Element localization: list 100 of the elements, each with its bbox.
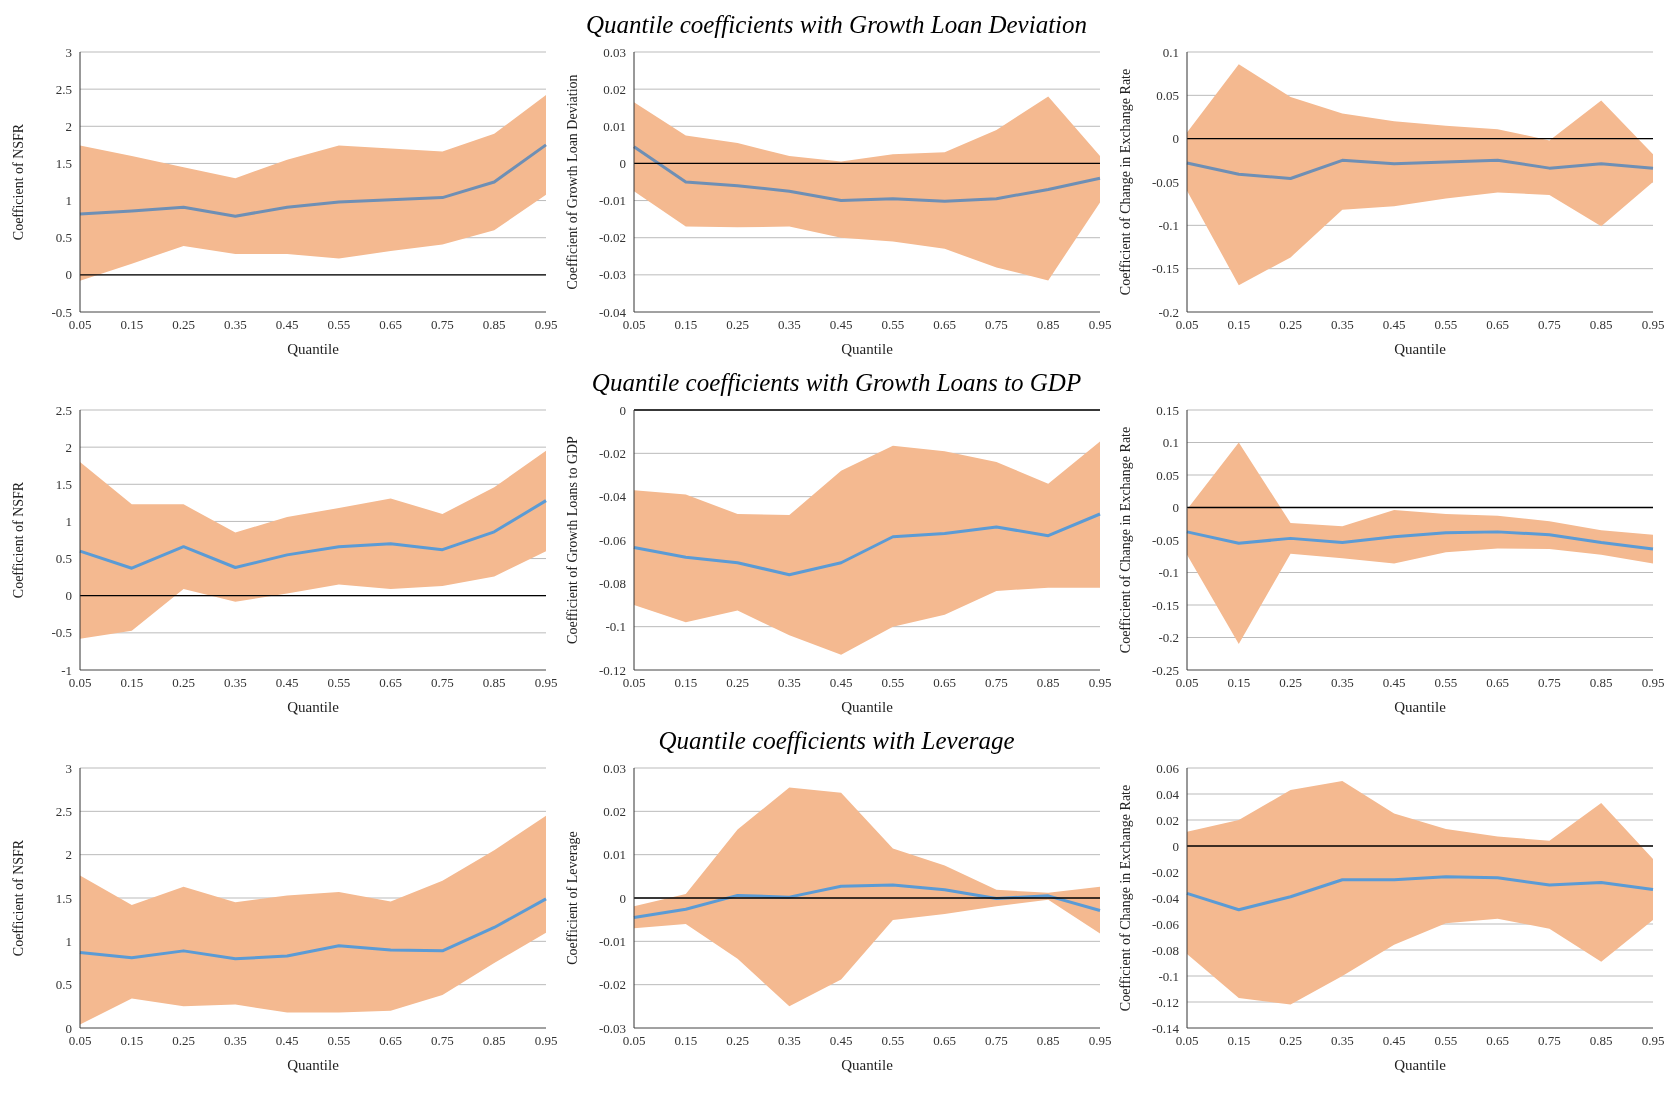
line-series <box>78 499 548 570</box>
line-series <box>1185 530 1655 551</box>
y-tick-label: -0.01 <box>598 193 626 209</box>
x-tick-label: 0.75 <box>1538 675 1561 691</box>
y-tick-label: -0.06 <box>598 532 626 548</box>
x-tick-label: 0.15 <box>1227 1033 1251 1049</box>
y-tick-label: -0.02 <box>598 230 626 246</box>
x-tick-label: 0.95 <box>1088 317 1111 333</box>
y-tick-label: -0.05 <box>1151 174 1179 190</box>
y-tick-label: 0.1 <box>1162 435 1179 451</box>
y-axis-title: Coefficient of Change in Exchange Rate <box>1117 68 1133 296</box>
y-tick-label: 1 <box>65 193 72 209</box>
y-tick-label: -0.06 <box>1151 916 1180 932</box>
y-tick-label: -0.1 <box>1158 217 1179 233</box>
y-tick-label: -0.14 <box>1151 1020 1180 1036</box>
x-tick-label: 0.35 <box>777 675 801 691</box>
x-tick-label: 0.25 <box>725 1033 749 1049</box>
x-tick-label: 0.65 <box>932 317 956 333</box>
y-tick-label: 3 <box>65 760 72 776</box>
x-tick-label: 0.15 <box>1227 317 1251 333</box>
x-tick-label: 0.75 <box>431 675 454 691</box>
x-tick-label: 0.65 <box>379 317 403 333</box>
line-series <box>1185 158 1655 181</box>
x-tick-label: 0.35 <box>777 1033 801 1049</box>
y-tick-label: -0.1 <box>1158 565 1179 581</box>
y-tick-label: 3 <box>65 44 72 60</box>
y-tick-label: 1.5 <box>55 156 72 172</box>
x-tick-label: 0.15 <box>673 675 697 691</box>
y-tick-label: -0.15 <box>1151 597 1179 613</box>
y-tick-label: 2 <box>65 847 72 863</box>
x-tick-label: 0.95 <box>534 675 558 691</box>
y-tick-label: -0.03 <box>598 1020 626 1036</box>
x-tick-label: 0.85 <box>1589 1033 1613 1049</box>
y-tick-label: -0.02 <box>598 445 626 461</box>
x-axis-title: Quantile <box>287 341 340 357</box>
chart-title: Quantile coefficients with Growth Loans to GDP <box>591 369 1082 396</box>
x-axis-title: Quantile <box>1394 341 1447 357</box>
y-tick-label: -0.2 <box>1158 630 1179 646</box>
x-tick-label: 0.35 <box>1330 675 1354 691</box>
x-tick-label: 0.45 <box>275 1033 299 1049</box>
y-tick-label: -0.02 <box>1151 864 1179 880</box>
line-series <box>78 897 548 961</box>
x-tick-label: 0.95 <box>534 1033 558 1049</box>
y-axis-title: Coefficient of Growth Loans to GDP <box>564 435 580 644</box>
x-tick-label: 0.85 <box>1036 675 1060 691</box>
y-tick-label: 0.02 <box>602 81 626 97</box>
y-tick-label: -0.03 <box>598 267 626 283</box>
x-axis-title: Quantile <box>287 1057 340 1073</box>
x-tick-label: 0.95 <box>1641 675 1665 691</box>
x-tick-label: 0.25 <box>725 317 749 333</box>
y-tick-label: -0.04 <box>598 304 626 320</box>
x-tick-label: 0.25 <box>172 317 195 333</box>
y-tick-label: -0.04 <box>598 489 626 505</box>
y-tick-label: 1 <box>65 933 72 949</box>
x-tick-label: 0.55 <box>881 317 904 333</box>
y-tick-label: 1.5 <box>55 890 72 906</box>
y-tick-label: -0.12 <box>1151 994 1179 1010</box>
x-tick-label: 0.35 <box>1330 1033 1354 1049</box>
x-tick-label: 0.95 <box>1641 317 1665 333</box>
y-tick-label: 2 <box>65 118 72 134</box>
y-tick-label: -0.08 <box>1151 942 1179 958</box>
x-tick-label: 0.85 <box>1589 675 1613 691</box>
x-tick-label: 0.85 <box>1036 317 1060 333</box>
x-tick-label: 0.75 <box>1538 1033 1561 1049</box>
y-tick-label: 0 <box>619 402 626 418</box>
x-tick-label: 0.15 <box>673 317 697 333</box>
x-tick-label: 0.15 <box>120 1033 144 1049</box>
y-tick-label: 2.5 <box>55 402 72 418</box>
x-tick-label: 0.65 <box>1486 317 1510 333</box>
x-tick-label: 0.65 <box>1486 1033 1510 1049</box>
y-tick-label: 0 <box>1172 838 1179 854</box>
x-axis-title: Quantile <box>840 1057 893 1073</box>
y-tick-label: 2.5 <box>55 803 72 819</box>
x-tick-label: 0.55 <box>881 675 904 691</box>
x-tick-label: 0.55 <box>327 1033 351 1049</box>
y-tick-label: 0.1 <box>1162 44 1179 60</box>
x-tick-label: 0.35 <box>223 1033 247 1049</box>
x-tick-label: 0.35 <box>223 675 247 691</box>
x-axis-title: Quantile <box>840 699 893 715</box>
x-tick-label: 0.45 <box>829 317 852 333</box>
y-axis-title: Coefficient of Change in Exchange Rate <box>1117 426 1133 654</box>
x-tick-label: 0.25 <box>1279 1033 1302 1049</box>
y-tick-label: 0.01 <box>602 118 626 134</box>
y-tick-label: -0.04 <box>1151 890 1180 906</box>
y-tick-label: 2.5 <box>55 81 72 97</box>
y-tick-label: -0.01 <box>598 933 626 949</box>
x-tick-label: 0.55 <box>881 1033 904 1049</box>
x-axis-title: Quantile <box>1394 1057 1447 1073</box>
y-tick-label: 1 <box>65 514 72 530</box>
y-tick-label: 0.5 <box>55 977 72 993</box>
y-tick-label: 0.15 <box>1156 402 1179 418</box>
x-tick-label: 0.55 <box>327 675 351 691</box>
y-tick-label: 0.06 <box>1156 760 1180 776</box>
x-axis-title: Quantile <box>840 341 893 357</box>
y-tick-label: -0.2 <box>1158 304 1179 320</box>
x-tick-label: 0.85 <box>1036 1033 1060 1049</box>
x-tick-label: 0.45 <box>829 1033 852 1049</box>
x-tick-label: 0.75 <box>984 317 1008 333</box>
y-tick-label: 0.05 <box>1156 87 1179 103</box>
x-tick-label: 0.45 <box>1382 675 1406 691</box>
